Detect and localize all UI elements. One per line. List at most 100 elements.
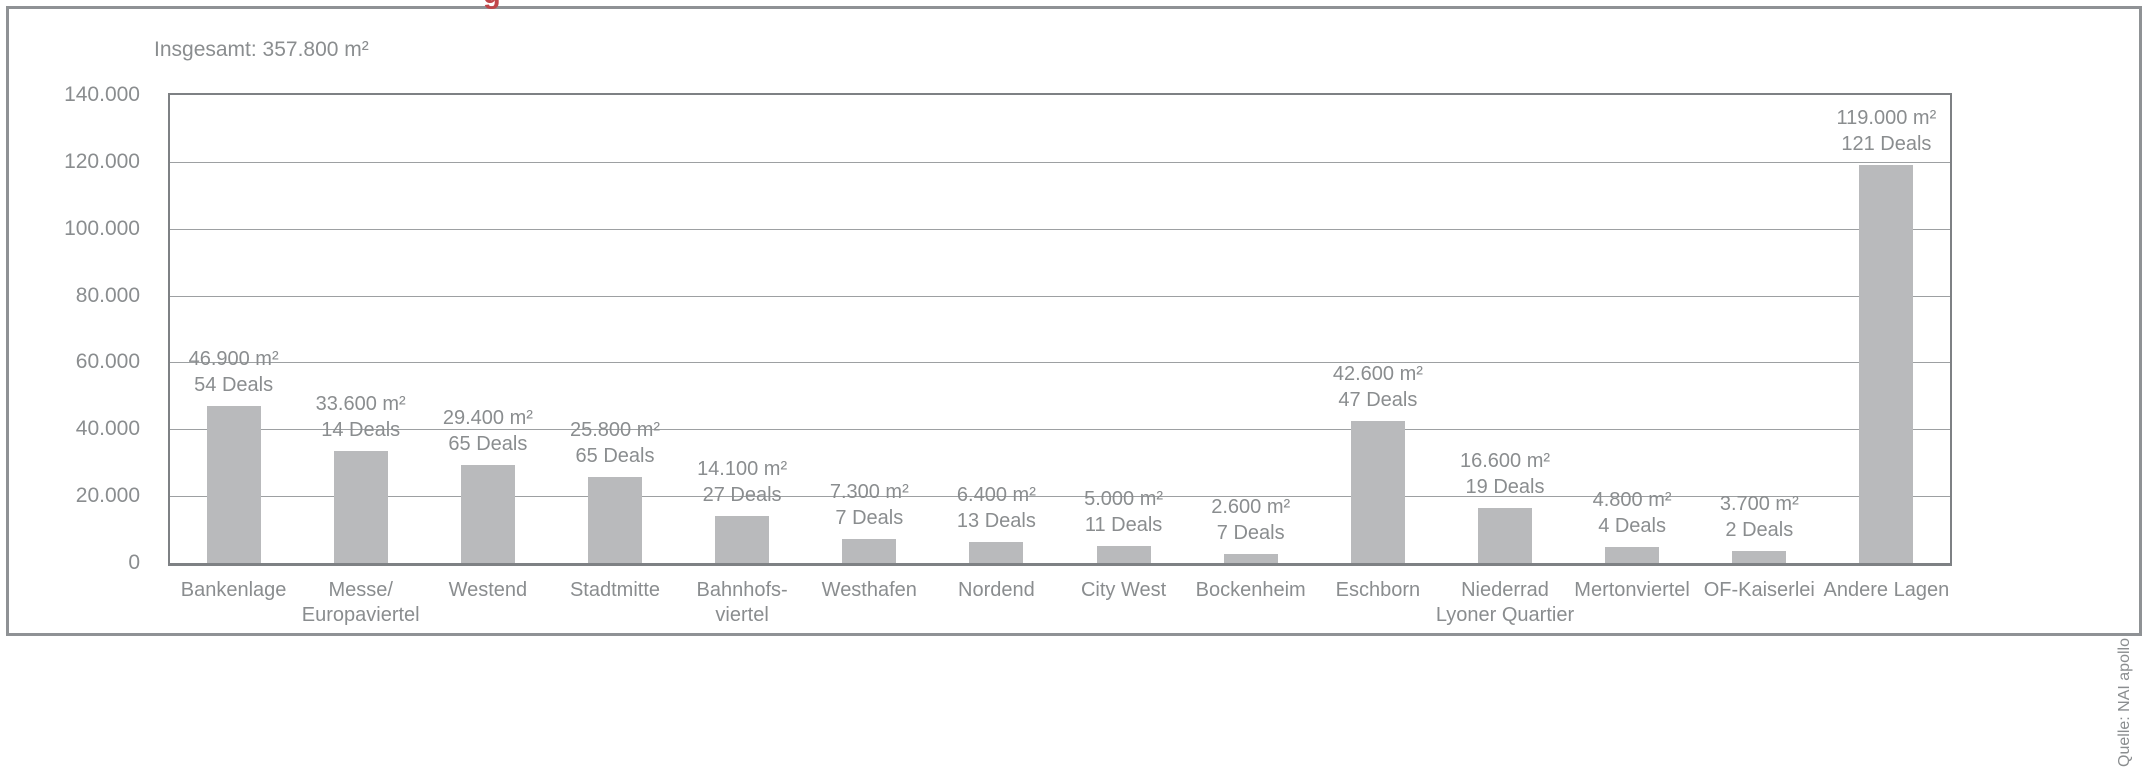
x-category-line: Nordend bbox=[958, 579, 1035, 601]
bar bbox=[588, 477, 642, 563]
y-tick-label: 60.000 bbox=[75, 350, 140, 374]
bar-value-label: 46.900 m² 54 Deals bbox=[129, 346, 339, 398]
x-category-label: Nordend bbox=[896, 578, 1096, 603]
x-category-label: Bockenheim bbox=[1151, 578, 1351, 603]
x-category-label: OF-Kaiserlei bbox=[1659, 578, 1859, 603]
x-category-line: Bahnhofs- bbox=[696, 579, 788, 601]
y-tick-label: 40.000 bbox=[75, 417, 140, 441]
bar-value-label: 5.000 m² 11 Deals bbox=[1019, 486, 1229, 538]
bar-deals-text: 121 Deals bbox=[1841, 133, 1932, 155]
plot-area: 46.900 m² 54 Deals 33.600 m² 14 Deals 29.400… bbox=[168, 93, 1952, 566]
bar-value-label: 119.000 m² 121 Deals bbox=[1781, 105, 1991, 157]
x-category-label: Andere Lagen bbox=[1786, 578, 1986, 603]
bar-deals-text: 65 Deals bbox=[448, 433, 528, 455]
bar-sqm-text: 29.400 m² bbox=[442, 407, 533, 429]
bar-sqm-text: 119.000 m² bbox=[1836, 107, 1937, 129]
bar bbox=[1859, 165, 1914, 563]
bar-value-label: 14.100 m² 27 Deals bbox=[637, 456, 847, 508]
x-category-label: Westend bbox=[388, 578, 588, 603]
x-category-line: Westhafen bbox=[821, 579, 917, 601]
bar-deals-text: 7 Deals bbox=[835, 507, 904, 529]
bar-deals-text: 13 Deals bbox=[956, 510, 1036, 532]
y-tick-label: 0 bbox=[128, 551, 140, 574]
bar-sqm-text: 33.600 m² bbox=[315, 393, 406, 415]
bar-sqm-text: 46.900 m² bbox=[188, 348, 279, 370]
bar-deals-text: 14 Deals bbox=[321, 419, 401, 441]
x-category-line: Niederrad bbox=[1461, 579, 1549, 601]
bar bbox=[715, 516, 770, 563]
bar-value-label: 25.800 m² 65 Deals bbox=[510, 417, 720, 469]
x-category-label: City West bbox=[1024, 578, 1224, 603]
y-tick-label: 80.000 bbox=[75, 283, 140, 307]
bar-value-label: 4.800 m² 4 Deals bbox=[1527, 487, 1737, 539]
bar-deals-text: 11 Deals bbox=[1084, 514, 1163, 536]
x-category-line: Andere Lagen bbox=[1823, 579, 1950, 601]
x-axis-labels: Bankenlage Messe/Europaviertel Westend Stad… bbox=[0, 578, 2146, 638]
bar-value-label: 42.600 m² 47 Deals bbox=[1273, 361, 1483, 413]
bar-deals-text: 19 Deals bbox=[1465, 476, 1545, 498]
y-tick-label: 100.000 bbox=[64, 216, 140, 240]
bar-deals-text: 47 Deals bbox=[1338, 389, 1418, 411]
x-category-line: Mertonviertel bbox=[1574, 579, 1690, 601]
bar-sqm-text: 16.600 m² bbox=[1459, 450, 1551, 472]
y-tick-label: 120.000 bbox=[64, 149, 140, 173]
x-category-line: Westend bbox=[448, 579, 528, 601]
chart-title: Insgesamt: 357.800 m² bbox=[154, 38, 369, 61]
bar-sqm-text: 4.800 m² bbox=[1592, 489, 1672, 511]
x-category-line: Bankenlage bbox=[180, 579, 287, 601]
x-category-label: Bankenlage bbox=[134, 578, 334, 603]
bar-deals-text: 7 Deals bbox=[1216, 522, 1285, 544]
bar-sqm-text: 5.000 m² bbox=[1084, 488, 1164, 510]
bar-deals-text: 4 Deals bbox=[1598, 515, 1666, 537]
bar-sqm-text: 42.600 m² bbox=[1332, 363, 1423, 385]
bar bbox=[969, 542, 1024, 563]
gridline bbox=[170, 362, 1950, 364]
bar-deals-text: 65 Deals bbox=[575, 445, 655, 467]
bar-deals-text: 54 Deals bbox=[194, 374, 274, 396]
bar bbox=[1223, 554, 1278, 563]
bar-value-label: 6.400 m² 13 Deals bbox=[891, 482, 1101, 534]
x-category-label: Bahnhofs-viertel bbox=[642, 578, 842, 628]
bar-value-label: 2.600 m² 7 Deals bbox=[1146, 494, 1356, 546]
x-category-line: Lyoner Quartier bbox=[1435, 604, 1575, 626]
x-category-label: Westhafen bbox=[769, 578, 969, 603]
bar-value-label: 29.400 m² 65 Deals bbox=[383, 405, 593, 457]
clipped-heading-glyph: g bbox=[483, 0, 501, 9]
bar bbox=[1478, 508, 1532, 563]
bar bbox=[1350, 421, 1405, 563]
bar bbox=[842, 539, 897, 563]
y-axis: 140.000 120.000 100.000 80.000 60.000 40.000 2… bbox=[20, 83, 140, 574]
bar bbox=[1096, 546, 1151, 563]
bar-deals-text: 27 Deals bbox=[702, 484, 782, 506]
x-category-label: Messe/Europaviertel bbox=[261, 578, 461, 628]
bar-value-label: 16.600 m² 19 Deals bbox=[1400, 448, 1610, 500]
gridline bbox=[170, 161, 1950, 163]
x-category-line: Europaviertel bbox=[301, 604, 420, 626]
bar bbox=[333, 451, 388, 563]
source-note: Quelle: NAI apollo bbox=[2116, 638, 2133, 767]
gridline bbox=[170, 295, 1950, 297]
x-category-label: Stadtmitte bbox=[515, 578, 715, 603]
x-category-line: viertel bbox=[715, 604, 769, 626]
bar-sqm-text: 25.800 m² bbox=[569, 419, 661, 441]
bar bbox=[206, 406, 261, 563]
bar bbox=[1732, 551, 1787, 563]
bar bbox=[460, 465, 515, 563]
bar-value-label: 7.300 m² 7 Deals bbox=[764, 479, 974, 531]
gridline bbox=[170, 496, 1950, 498]
bar bbox=[1605, 547, 1660, 563]
x-category-line: City West bbox=[1080, 579, 1167, 601]
x-category-line: Bockenheim bbox=[1195, 579, 1306, 601]
x-category-label: Niederrad Lyoner Quartier bbox=[1405, 578, 1605, 628]
x-category-line: Stadtmitte bbox=[569, 579, 661, 601]
x-category-line: OF-Kaiserlei bbox=[1703, 579, 1815, 601]
x-category-line: Messe/ bbox=[328, 579, 393, 601]
x-category-label: Mertonviertel bbox=[1532, 578, 1732, 603]
bar-sqm-text: 3.700 m² bbox=[1719, 493, 1799, 515]
x-category-line: Eschborn bbox=[1335, 579, 1421, 601]
bar-value-label: 3.700 m² 2 Deals bbox=[1654, 491, 1864, 543]
gridline bbox=[170, 228, 1950, 230]
bar-sqm-text: 2.600 m² bbox=[1211, 496, 1291, 518]
bar-sqm-text: 6.400 m² bbox=[956, 484, 1036, 506]
